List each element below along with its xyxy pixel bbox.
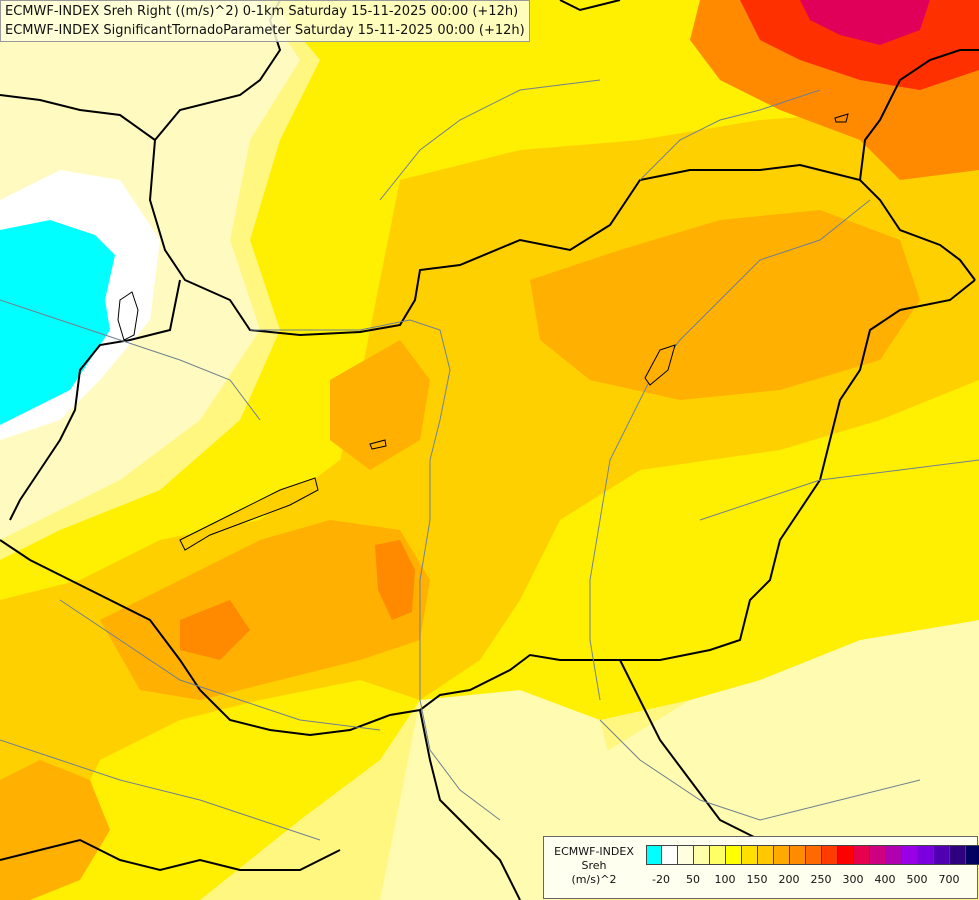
legend-swatch xyxy=(950,845,966,865)
legend-swatch xyxy=(774,845,790,865)
river-west xyxy=(0,299,261,421)
river-northeast xyxy=(639,89,821,181)
border-south-center xyxy=(419,709,521,900)
legend-swatch xyxy=(678,845,694,865)
legend-swatch xyxy=(662,845,678,865)
river-south xyxy=(599,719,921,821)
lake-balaton xyxy=(179,477,319,551)
river-drava xyxy=(59,599,381,731)
border-southeast xyxy=(619,659,761,841)
legend-swatches xyxy=(646,845,979,865)
river-danube xyxy=(250,319,501,821)
legend-swatch xyxy=(726,845,742,865)
pale-region-southeast xyxy=(540,620,979,840)
legend-label-line-3: (m/s)^2 xyxy=(571,873,617,886)
cyan-region-west xyxy=(0,220,115,425)
legend-swatch xyxy=(742,845,758,865)
border-north-east xyxy=(559,0,621,12)
legend-swatch xyxy=(838,845,854,865)
legend-tick-label: 500 xyxy=(906,873,928,886)
legend-swatch xyxy=(918,845,934,865)
river-southeast xyxy=(699,459,979,521)
color-legend: ECMWF-INDEX Sreh (m/s)^2 -20 50 100 150 200 2… xyxy=(543,836,979,899)
legend-tick-label: 50 xyxy=(686,873,700,886)
legend-label-line-2: Sreh xyxy=(581,859,607,872)
magenta-region-northeast xyxy=(800,0,930,45)
legend-swatch xyxy=(870,845,886,865)
river-north xyxy=(379,79,601,201)
legend-tick-label: 100 xyxy=(714,873,736,886)
legend-tick-label: 200 xyxy=(778,873,800,886)
border-southwest xyxy=(0,838,341,872)
orange-region-southwest xyxy=(100,520,430,700)
legend-ticks: -20 50 100 150 200 250 300 400 500 700 xyxy=(646,873,976,889)
border-northeast-upper xyxy=(859,49,979,181)
lake-neusiedl xyxy=(117,291,139,341)
orange-region-west-central xyxy=(330,340,430,470)
legend-tick-label: 400 xyxy=(874,873,896,886)
border-west xyxy=(9,279,181,521)
river-tisza xyxy=(589,199,871,701)
legend-swatch xyxy=(822,845,838,865)
legend-swatch xyxy=(806,845,822,865)
title-line-2: ECMWF-INDEX SignificantTornadoParameter … xyxy=(5,23,525,38)
orange-region-far-southwest xyxy=(0,760,110,900)
lake-tisza xyxy=(644,344,676,386)
lake-small-1 xyxy=(369,439,387,450)
legend-label: ECMWF-INDEX Sreh (m/s)^2 xyxy=(546,845,642,887)
legend-swatch xyxy=(934,845,950,865)
legend-swatch xyxy=(710,845,726,865)
legend-label-line-1: ECMWF-INDEX xyxy=(554,845,634,858)
orange-region-central xyxy=(530,210,920,400)
legend-swatch xyxy=(966,845,979,865)
border-northwest xyxy=(0,94,976,337)
legend-tick-label: 300 xyxy=(842,873,864,886)
legend-swatch xyxy=(854,845,870,865)
dark-orange-region-south xyxy=(375,540,415,620)
legend-tick-label: 250 xyxy=(810,873,832,886)
map-title: ECMWF-INDEX Sreh Right ((m/s)^2) 0-1km S… xyxy=(0,0,530,42)
dark-orange-region-southwest xyxy=(180,600,250,660)
title-line-1: ECMWF-INDEX Sreh Right ((m/s)^2) 0-1km S… xyxy=(5,4,519,19)
river-southwest xyxy=(0,739,321,841)
legend-swatch xyxy=(694,845,710,865)
legend-swatch xyxy=(646,845,662,865)
lake-small-2 xyxy=(834,113,849,123)
legend-swatch xyxy=(790,845,806,865)
border-east xyxy=(0,279,976,737)
legend-swatch xyxy=(902,845,918,865)
legend-swatch xyxy=(886,845,902,865)
legend-tick-label: -20 xyxy=(652,873,670,886)
legend-tick-label: 700 xyxy=(938,873,960,886)
legend-tick-label: 150 xyxy=(746,873,768,886)
legend-swatch xyxy=(758,845,774,865)
